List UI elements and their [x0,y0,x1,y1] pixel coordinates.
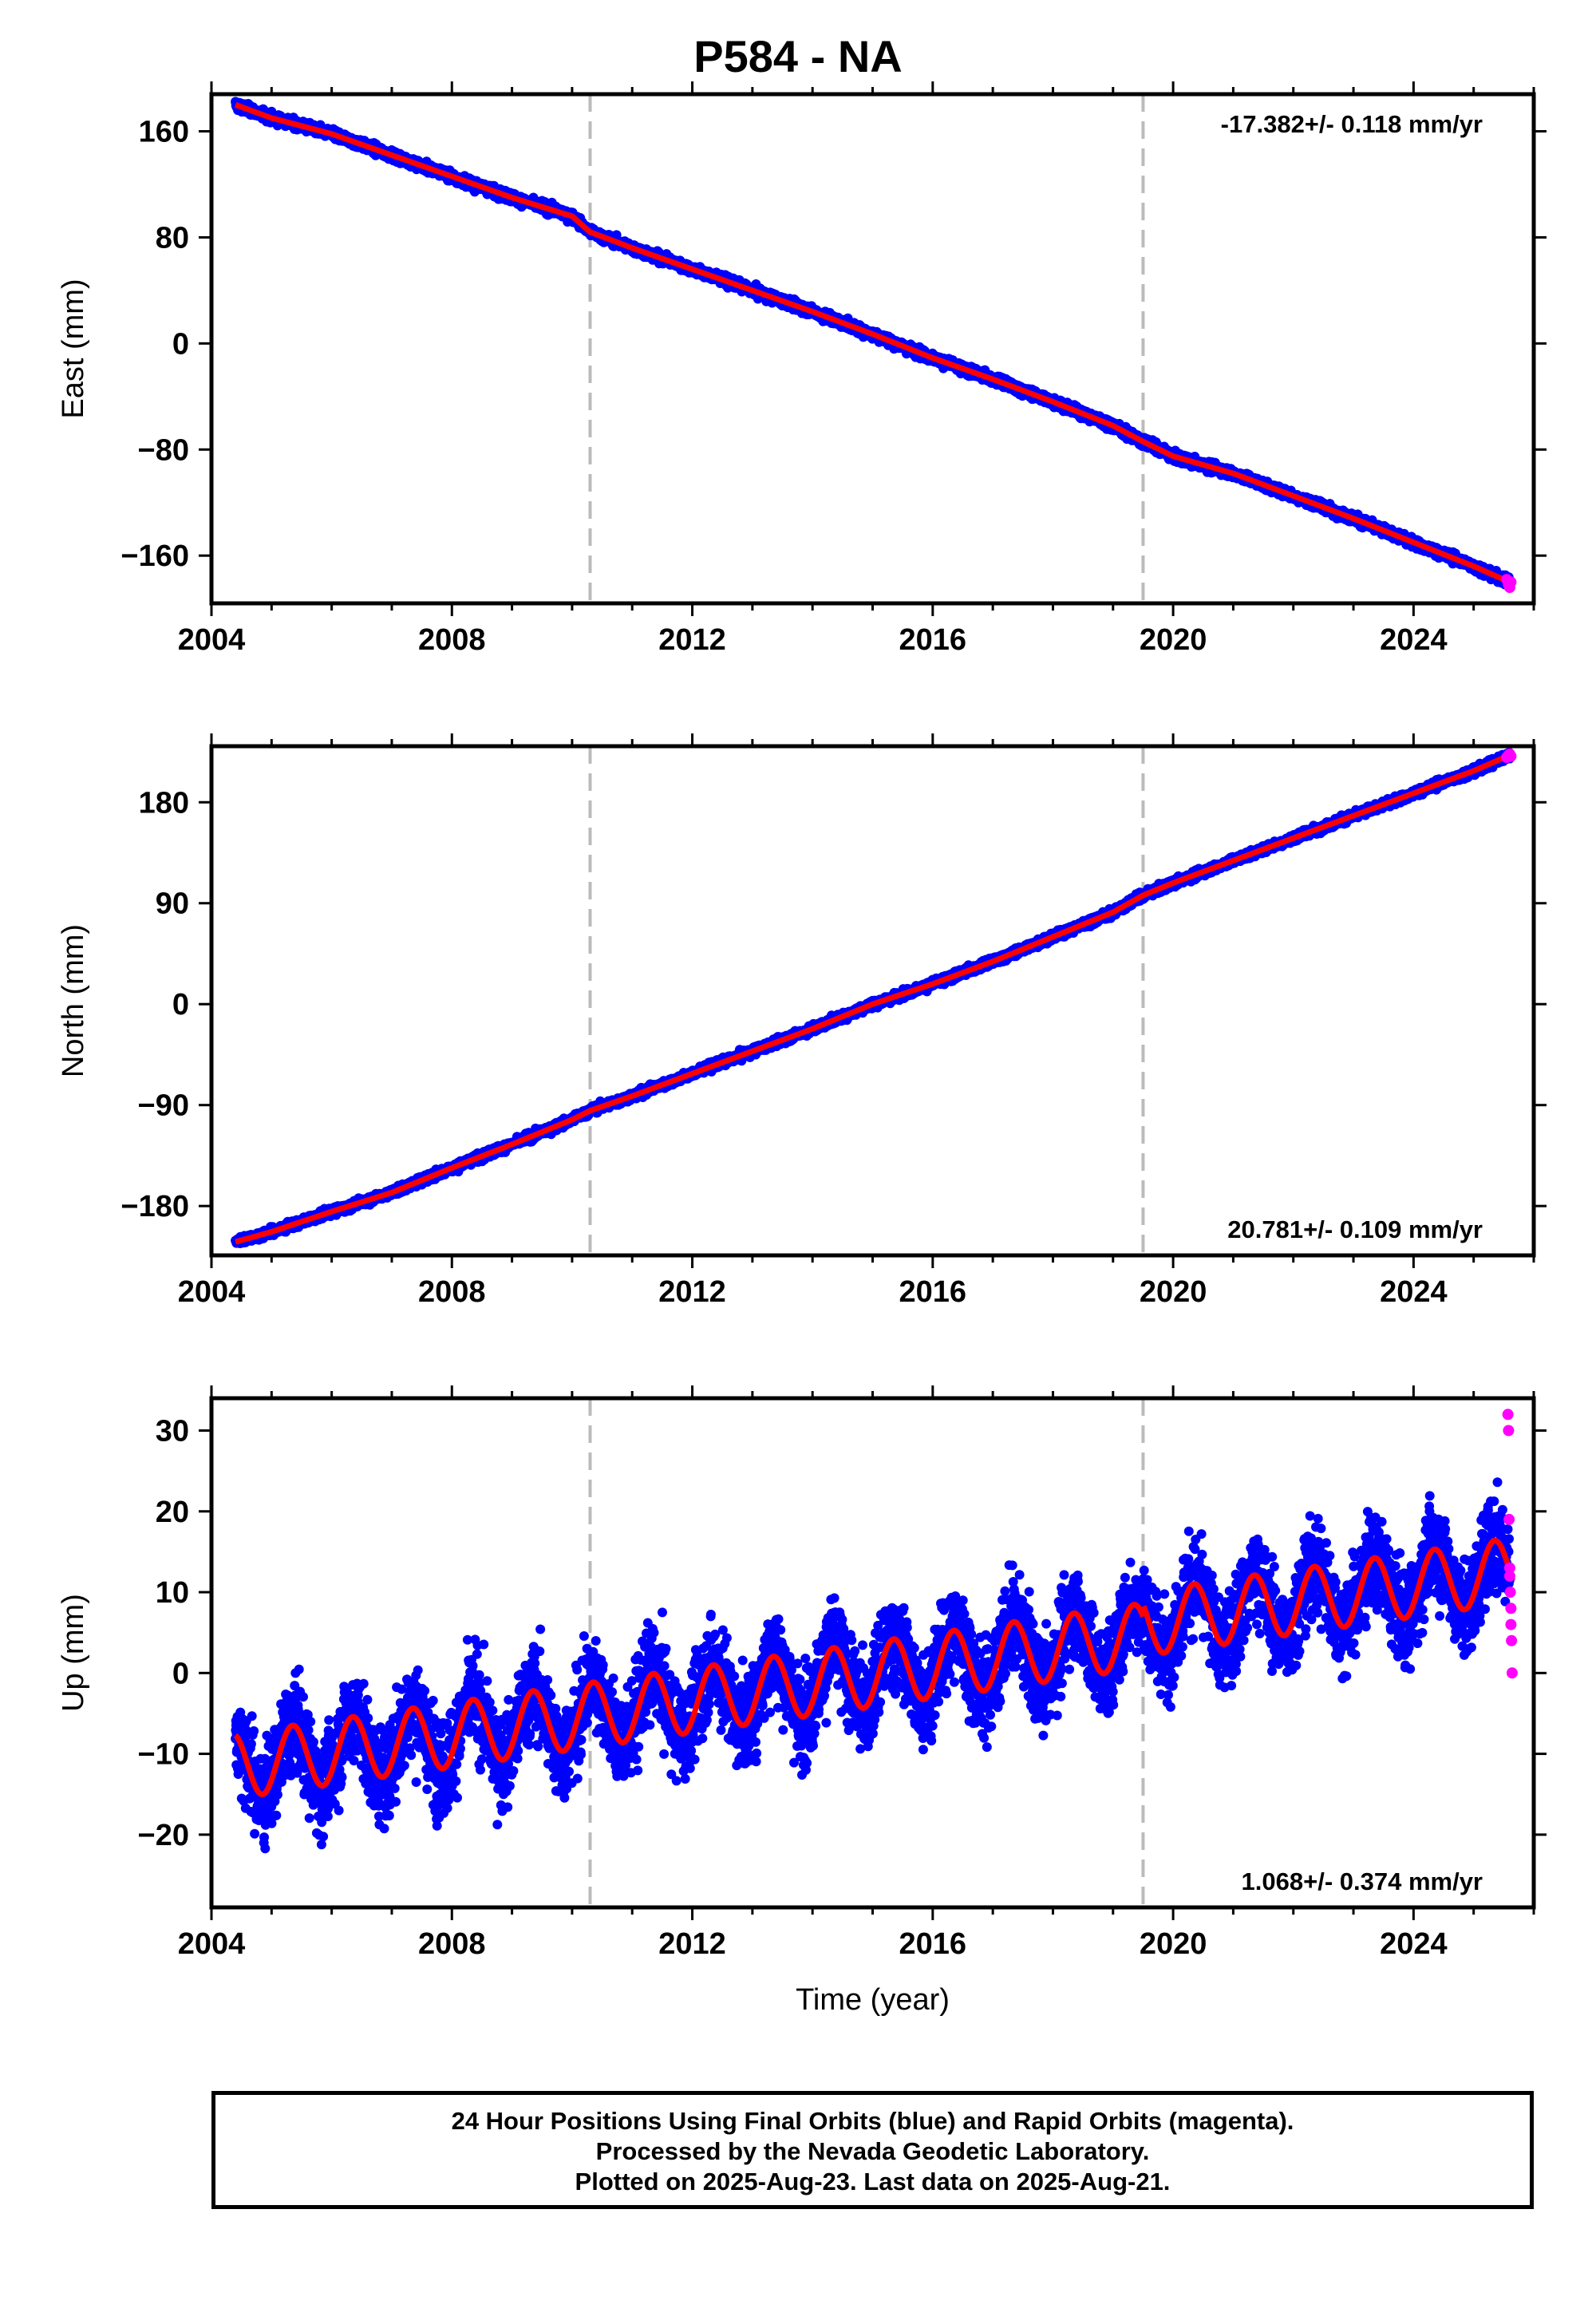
plot-area [231,94,1517,603]
final-orbit-points [231,97,1515,593]
panel-1: 2004 2008 2012 2016 2020 2024160800−80−160Eas… [57,81,1547,657]
